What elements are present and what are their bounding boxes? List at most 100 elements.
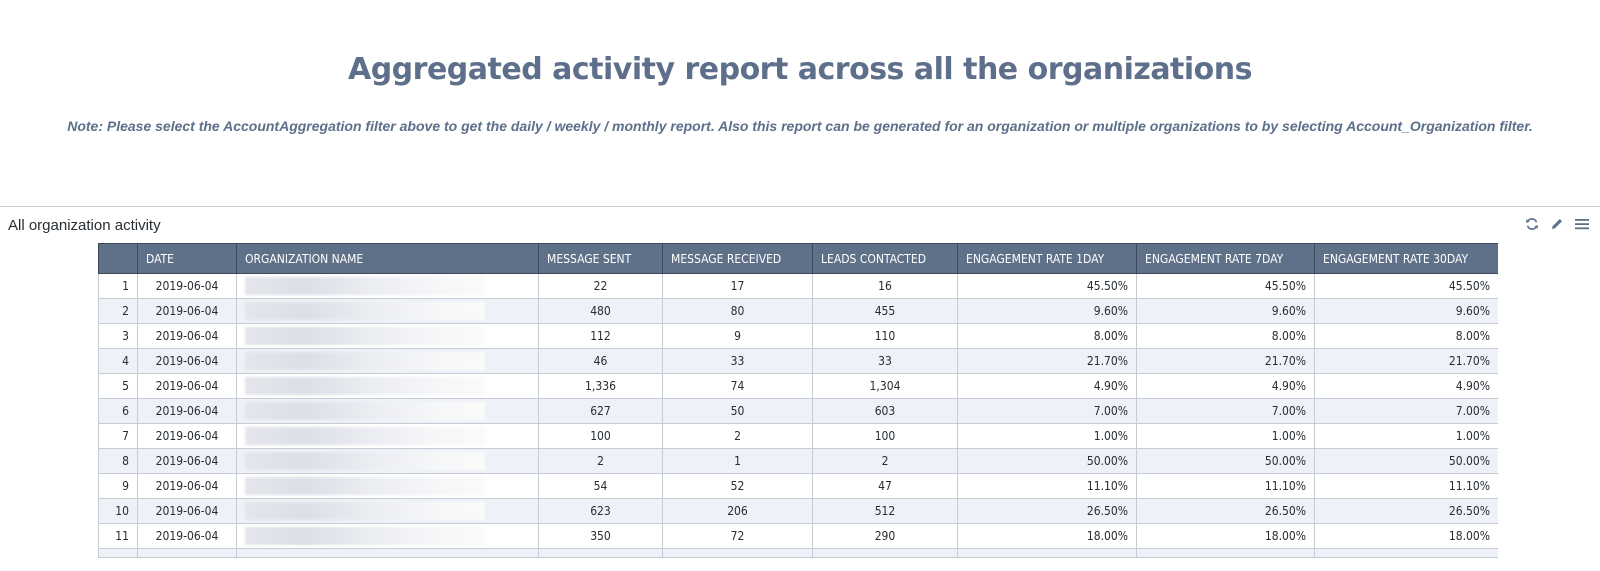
engagement-rate-1day-cell: 9.60% — [957, 298, 1137, 324]
row-index: 9 — [98, 473, 138, 499]
engagement-rate-7day-cell: 1.00% — [1136, 423, 1315, 449]
menu-icon[interactable] — [1573, 215, 1590, 232]
leads-contacted-cell: 290 — [812, 523, 958, 549]
message-sent-cell: 1,336 — [538, 373, 663, 399]
row-index: 2 — [98, 298, 138, 324]
row-index: 10 — [98, 498, 138, 524]
redacted-organization-name — [245, 427, 485, 445]
table-row[interactable]: 5 2019-06-04 1,336 74 1,304 4.90% 4.90% 4.90% — [98, 373, 1498, 399]
date-cell: 2019-06-04 — [137, 448, 237, 474]
table-row[interactable]: 3 2019-06-04 112 9 110 8.00% 8.00% 8.00% — [98, 323, 1498, 349]
redacted-organization-name — [245, 327, 485, 345]
redacted-organization-name — [245, 502, 485, 520]
organization-name-cell — [236, 473, 539, 499]
engagement-rate-7day-cell: 11.10% — [1136, 473, 1315, 499]
message-received-cell: 52 — [662, 473, 813, 499]
message-sent-cell: 112 — [538, 323, 663, 349]
column-header-engagement-rate-30day[interactable]: ENGAGEMENT RATE 30DAY — [1314, 243, 1498, 274]
message-received-cell: 2 — [662, 423, 813, 449]
table-cell-partial — [662, 548, 813, 558]
table-row[interactable]: 7 2019-06-04 100 2 100 1.00% 1.00% 1.00% — [98, 423, 1498, 449]
redacted-organization-name — [245, 302, 485, 320]
activity-table-container: DATE ORGANIZATION NAME MESSAGE SENT MESS… — [98, 243, 1498, 563]
column-header-message-sent[interactable]: MESSAGE SENT — [538, 243, 663, 274]
table-row[interactable]: 6 2019-06-04 627 50 603 7.00% 7.00% 7.00% — [98, 398, 1498, 424]
engagement-rate-30day-cell: 7.00% — [1314, 398, 1498, 424]
leads-contacted-cell: 512 — [812, 498, 958, 524]
engagement-rate-7day-cell: 50.00% — [1136, 448, 1315, 474]
message-received-cell: 1 — [662, 448, 813, 474]
table-row[interactable]: 10 2019-06-04 623 206 512 26.50% 26.50% 26.50% — [98, 498, 1498, 524]
row-index: 8 — [98, 448, 138, 474]
table-row[interactable]: 11 2019-06-04 350 72 290 18.00% 18.00% 18.00% — [98, 523, 1498, 549]
organization-name-cell — [236, 273, 539, 299]
edit-icon[interactable] — [1548, 215, 1565, 232]
date-cell: 2019-06-04 — [137, 398, 237, 424]
activity-table: DATE ORGANIZATION NAME MESSAGE SENT MESS… — [98, 243, 1498, 558]
date-cell: 2019-06-04 — [137, 473, 237, 499]
engagement-rate-7day-cell: 7.00% — [1136, 398, 1315, 424]
engagement-rate-1day-cell: 50.00% — [957, 448, 1137, 474]
row-index: 1 — [98, 273, 138, 299]
organization-name-cell — [236, 448, 539, 474]
engagement-rate-30day-cell: 45.50% — [1314, 273, 1498, 299]
column-header-index[interactable] — [98, 243, 138, 274]
table-cell-partial — [98, 548, 138, 558]
engagement-rate-7day-cell: 9.60% — [1136, 298, 1315, 324]
message-sent-cell: 54 — [538, 473, 663, 499]
message-sent-cell: 2 — [538, 448, 663, 474]
tile-title: All organization activity — [8, 217, 161, 234]
row-index: 5 — [98, 373, 138, 399]
message-received-cell: 206 — [662, 498, 813, 524]
message-sent-cell: 46 — [538, 348, 663, 374]
column-header-organization-name[interactable]: ORGANIZATION NAME — [236, 243, 539, 274]
table-row[interactable]: 2 2019-06-04 480 80 455 9.60% 9.60% 9.60% — [98, 298, 1498, 324]
engagement-rate-7day-cell: 45.50% — [1136, 273, 1315, 299]
redacted-organization-name — [245, 377, 485, 395]
engagement-rate-1day-cell: 7.00% — [957, 398, 1137, 424]
date-cell: 2019-06-04 — [137, 523, 237, 549]
redacted-organization-name — [245, 452, 485, 470]
report-note: Note: Please select the AccountAggregati… — [67, 118, 1533, 134]
refresh-icon[interactable] — [1523, 215, 1540, 232]
column-header-date[interactable]: DATE — [137, 243, 237, 274]
leads-contacted-cell: 603 — [812, 398, 958, 424]
column-header-engagement-rate-7day[interactable]: ENGAGEMENT RATE 7DAY — [1136, 243, 1315, 274]
table-row[interactable]: 8 2019-06-04 2 1 2 50.00% 50.00% 50.00% — [98, 448, 1498, 474]
message-sent-cell: 623 — [538, 498, 663, 524]
leads-contacted-cell: 47 — [812, 473, 958, 499]
table-row[interactable]: 9 2019-06-04 54 52 47 11.10% 11.10% 11.10% — [98, 473, 1498, 499]
table-cell-partial — [538, 548, 663, 558]
engagement-rate-30day-cell: 50.00% — [1314, 448, 1498, 474]
date-cell: 2019-06-04 — [137, 348, 237, 374]
redacted-organization-name — [245, 277, 485, 295]
table-cell-partial — [137, 548, 237, 558]
leads-contacted-cell: 1,304 — [812, 373, 958, 399]
redacted-organization-name — [245, 352, 485, 370]
table-cell-partial — [812, 548, 958, 558]
table-row[interactable]: 1 2019-06-04 22 17 16 45.50% 45.50% 45.50% — [98, 273, 1498, 299]
organization-name-cell — [236, 398, 539, 424]
table-row-partial — [98, 548, 1498, 558]
engagement-rate-1day-cell: 1.00% — [957, 423, 1137, 449]
message-received-cell: 80 — [662, 298, 813, 324]
column-header-message-received[interactable]: MESSAGE RECEIVED — [662, 243, 813, 274]
engagement-rate-30day-cell: 4.90% — [1314, 373, 1498, 399]
engagement-rate-7day-cell: 18.00% — [1136, 523, 1315, 549]
engagement-rate-30day-cell: 18.00% — [1314, 523, 1498, 549]
message-sent-cell: 480 — [538, 298, 663, 324]
message-sent-cell: 100 — [538, 423, 663, 449]
column-header-leads-contacted[interactable]: LEADS CONTACTED — [812, 243, 958, 274]
message-sent-cell: 627 — [538, 398, 663, 424]
tile-actions — [1523, 215, 1590, 232]
redacted-organization-name — [245, 477, 485, 495]
table-row[interactable]: 4 2019-06-04 46 33 33 21.70% 21.70% 21.70% — [98, 348, 1498, 374]
leads-contacted-cell: 33 — [812, 348, 958, 374]
engagement-rate-30day-cell: 26.50% — [1314, 498, 1498, 524]
engagement-rate-7day-cell: 21.70% — [1136, 348, 1315, 374]
column-header-engagement-rate-1day[interactable]: ENGAGEMENT RATE 1DAY — [957, 243, 1137, 274]
message-sent-cell: 350 — [538, 523, 663, 549]
engagement-rate-1day-cell: 8.00% — [957, 323, 1137, 349]
leads-contacted-cell: 110 — [812, 323, 958, 349]
